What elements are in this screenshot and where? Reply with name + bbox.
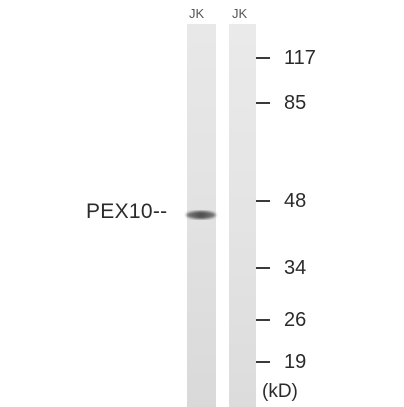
marker-value: 19 [284,350,307,373]
marker-dash [256,361,270,363]
marker-value: 34 [284,256,307,279]
marker-117: 117 [256,47,316,69]
marker-dash [256,200,270,202]
lane-2 [229,24,256,407]
marker-value: 117 [284,46,316,69]
marker-value: 48 [284,189,307,212]
marker-value: 26 [284,308,307,331]
marker-26: 26 [256,309,306,331]
unit-label: (kD) [262,381,298,402]
marker-dash [256,267,270,269]
lane-1-label: JK [189,6,205,21]
marker-19: 19 [256,351,306,373]
marker-34: 34 [256,257,306,279]
marker-dash [256,319,270,321]
marker-48: 48 [256,190,306,212]
marker-85: 85 [256,92,306,114]
marker-dash [256,57,270,59]
target-protein-label: PEX10-- [86,200,168,223]
marker-value: 85 [284,91,307,114]
lane-2-label: JK [232,6,248,21]
marker-dash [256,102,270,104]
pex10-band [186,211,216,219]
